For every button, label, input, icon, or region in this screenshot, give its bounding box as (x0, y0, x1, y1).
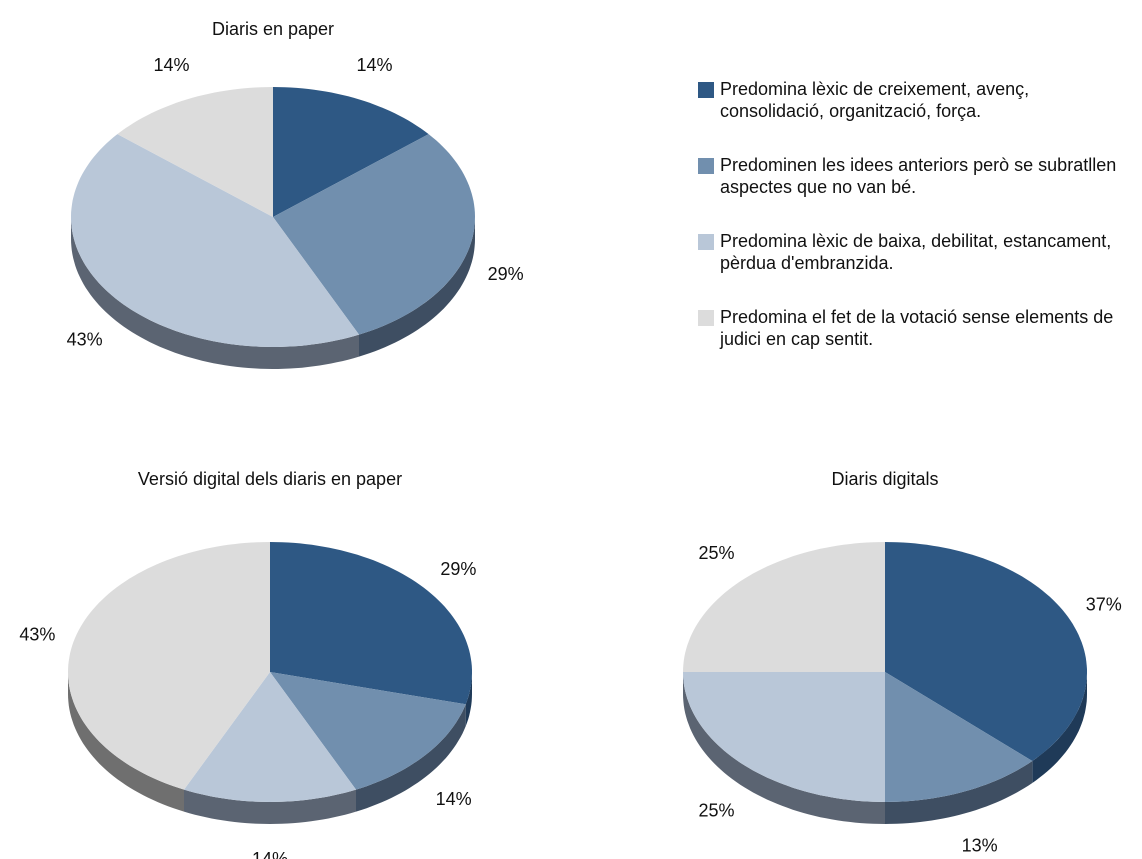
pie-slice (885, 672, 1033, 802)
legend-entry: Predominen les idees anteriors però se s… (698, 154, 1138, 230)
chart-title: Diaris en paper (212, 19, 334, 39)
pie-side (885, 761, 1033, 824)
data-label: 25% (698, 800, 734, 820)
legend: Predomina lèxic de creixement, avenç, co… (698, 78, 1138, 382)
data-label: 25% (698, 543, 734, 563)
pie-slice (184, 672, 356, 802)
legend-swatch (698, 158, 714, 174)
pie-side (1032, 672, 1087, 783)
legend-entry: Predomina lèxic de creixement, avenç, co… (698, 78, 1138, 154)
pie-side (356, 704, 466, 812)
pie-side (184, 789, 356, 824)
pie-slice (68, 542, 270, 790)
legend-swatch (698, 82, 714, 98)
data-label: 13% (962, 835, 998, 855)
pie-slice (270, 542, 472, 705)
legend-label: Predomina lèxic de baixa, debilitat, est… (720, 231, 1112, 273)
chart-title: Diaris digitals (831, 469, 938, 489)
pie-slice (683, 672, 885, 802)
data-label: 14% (153, 55, 189, 75)
legend-entry: Predomina el fet de la votació sense ele… (698, 306, 1138, 382)
data-label: 29% (440, 559, 476, 579)
pie-slice (270, 672, 466, 790)
data-label: 14% (356, 55, 392, 75)
pie-slice (885, 542, 1087, 761)
pie-side (683, 672, 885, 824)
pie-slice (117, 87, 274, 217)
pie-slice (273, 87, 429, 217)
legend-entry: Predomina lèxic de baixa, debilitat, est… (698, 230, 1138, 306)
legend-label: Predominen les idees anteriors però se s… (720, 155, 1117, 197)
pie-side (68, 672, 184, 812)
data-label: 43% (19, 624, 55, 644)
pie-slice (273, 134, 475, 335)
pie-side (465, 672, 472, 727)
pie-side (359, 217, 475, 357)
pie-slice (71, 134, 359, 347)
data-label: 43% (67, 330, 103, 350)
data-label: 14% (436, 789, 472, 809)
chart-title: Versió digital dels diaris en paper (138, 469, 402, 489)
legend-label: Predomina lèxic de creixement, avenç, co… (720, 79, 1030, 121)
pie-side (71, 217, 359, 369)
legend-label: Predomina el fet de la votació sense ele… (720, 307, 1114, 349)
data-label: 14% (252, 849, 288, 859)
legend-swatch (698, 310, 714, 326)
legend-swatch (698, 234, 714, 250)
data-label: 37% (1086, 595, 1122, 615)
pie-slice (683, 542, 885, 672)
data-label: 29% (488, 264, 524, 284)
